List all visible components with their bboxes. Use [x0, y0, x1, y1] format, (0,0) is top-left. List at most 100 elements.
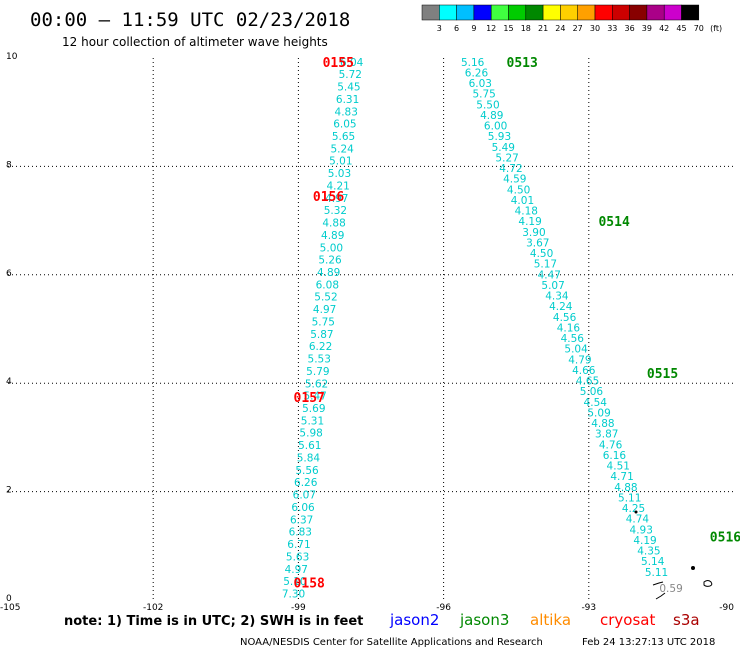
- wave-height-value: 5.61: [298, 440, 321, 452]
- color-scale-swatch: [681, 4, 700, 21]
- wave-height-value: 5.07: [541, 280, 564, 292]
- color-scale-swatch: [646, 4, 665, 21]
- wave-height-value: 5.10: [283, 576, 306, 588]
- wave-height-value: 5.11: [618, 492, 641, 504]
- wave-height-value: 4.97: [313, 304, 336, 316]
- wave-height-value: 4.19: [633, 535, 656, 547]
- color-scale-label: 42: [659, 24, 669, 33]
- satellite-name: jason3: [459, 611, 509, 629]
- wave-height-value: 6.31: [336, 94, 359, 106]
- wave-height-value: 4.72: [499, 163, 522, 175]
- wave-height-value: 5.03: [328, 168, 351, 180]
- wave-height-value: 4.66: [572, 365, 596, 377]
- color-scale-label: 24: [555, 24, 565, 33]
- wave-height-value: 5.26: [318, 255, 342, 267]
- wave-height-value: 0.59: [659, 583, 682, 595]
- x-tick-label: -102: [143, 603, 163, 613]
- color-scale-swatch: [629, 4, 648, 21]
- wave-height-value: 5.93: [488, 131, 511, 143]
- wave-height-value: 6.37: [290, 514, 313, 526]
- wave-height-value: 4.83: [335, 106, 358, 118]
- wave-height-value: 3.67: [526, 237, 549, 249]
- wave-height-value: 6.08: [316, 279, 339, 291]
- wave-height-value: 4.59: [503, 174, 526, 186]
- island-outline: [703, 580, 713, 587]
- color-scale-label: 45: [676, 24, 686, 33]
- wave-height-value: 3.87: [595, 429, 618, 441]
- wave-height-value: 5.98: [299, 428, 322, 440]
- wave-height-value: 4.89: [480, 110, 503, 122]
- units-note: note: 1) Time is in UTC; 2) SWH is in fe…: [64, 614, 363, 629]
- pass-number-label: 0156: [313, 190, 344, 205]
- wave-height-value: 5.53: [308, 354, 331, 366]
- wave-height-value: 4.34: [545, 291, 569, 303]
- y-tick-label: 10: [6, 52, 18, 62]
- wave-height-value: 5.75: [312, 316, 335, 328]
- wave-height-value: 6.26: [465, 67, 489, 79]
- color-scale-swatch: [456, 4, 475, 21]
- wave-height-value: 6.03: [469, 78, 492, 90]
- wave-height-value: 5.87: [310, 329, 333, 341]
- wave-height-value: 5.49: [492, 142, 515, 154]
- footer-credit: NOAA/NESDIS Center for Satellite Applica…: [240, 637, 543, 648]
- x-tick-label: -99: [291, 603, 306, 613]
- pass-number-label: 0514: [598, 215, 629, 230]
- pass-number-label: 0515: [647, 367, 678, 382]
- wave-height-value: 4.21: [326, 180, 349, 192]
- wave-height-value: 6.00: [484, 121, 507, 133]
- color-scale-label: 9: [471, 24, 476, 33]
- wave-height-value: 4.93: [630, 524, 653, 536]
- wave-height-value: 5.79: [306, 366, 329, 378]
- wave-height-value: 4.54: [584, 397, 608, 409]
- wave-height-value: 4.25: [622, 503, 645, 515]
- wave-height-value: 5.11: [645, 567, 668, 579]
- wave-height-value: 5.16: [461, 57, 485, 69]
- pass-labels: 0155 0156 0157 0158 0513 0514 0515 0516: [294, 56, 740, 592]
- color-scale-swatch: [525, 4, 544, 21]
- color-scale-label: 36: [625, 24, 635, 33]
- wave-height-value: 4.47: [538, 269, 561, 281]
- color-scale-label: 27: [573, 24, 583, 33]
- y-tick-label: 2: [6, 486, 12, 496]
- y-tick-label: 0: [6, 594, 12, 604]
- wave-height-value: 6.22: [309, 341, 332, 353]
- color-scale-swatch: [663, 4, 682, 21]
- color-scale-label: 70: [694, 24, 704, 33]
- color-scale-swatch: [439, 4, 457, 21]
- coast-line: [655, 592, 666, 600]
- wave-height-value: 5.56: [295, 465, 319, 477]
- coast-dot: [634, 510, 638, 514]
- wave-height-value: 6.26: [294, 477, 318, 489]
- wave-height-value: 5.09: [587, 407, 610, 419]
- coastline-fragments: [634, 510, 713, 600]
- wave-height-value: 3.90: [522, 227, 545, 239]
- color-scale-swatch: [577, 4, 596, 21]
- wave-height-value: 5.14: [641, 556, 665, 568]
- wave-height-value: 5.52: [314, 292, 337, 304]
- wave-height-value: 4.16: [557, 322, 581, 334]
- wave-height-value: 4.56: [553, 312, 577, 324]
- wave-height-value: 4.50: [530, 248, 553, 260]
- wave-height-value: 4.65: [576, 376, 599, 388]
- wave-height-value: 5.63: [286, 551, 309, 563]
- wave-height-value: 4.88: [614, 482, 637, 494]
- wave-height-value: 4.88: [322, 218, 345, 230]
- wave-height-value: 4.74: [626, 514, 650, 526]
- pass-number-label: 0513: [507, 56, 538, 71]
- wave-height-value: 4.35: [637, 546, 660, 558]
- wave-height-value: 6.71: [287, 539, 310, 551]
- wave-height-value: 4.88: [591, 418, 614, 430]
- wave-height-value: 6.05: [333, 119, 356, 131]
- wave-height-tracks: 6.045.725.456.314.836.055.655.245.015.03…: [282, 57, 683, 601]
- wave-height-value: 5.04: [564, 344, 588, 356]
- wave-height-value: 4.01: [511, 195, 534, 207]
- pass-number-label: 0516: [710, 531, 740, 546]
- color-scale-swatch: [560, 4, 578, 21]
- color-scale-swatch: [508, 4, 527, 21]
- wave-height-value: 4.89: [317, 267, 340, 279]
- color-scale-label: 6: [454, 24, 459, 33]
- wave-height-value: 7.30: [282, 588, 305, 600]
- y-tick-label: 6: [6, 269, 12, 279]
- wave-height-value: 4.18: [515, 206, 538, 218]
- wave-height-value: 6.07: [293, 490, 316, 502]
